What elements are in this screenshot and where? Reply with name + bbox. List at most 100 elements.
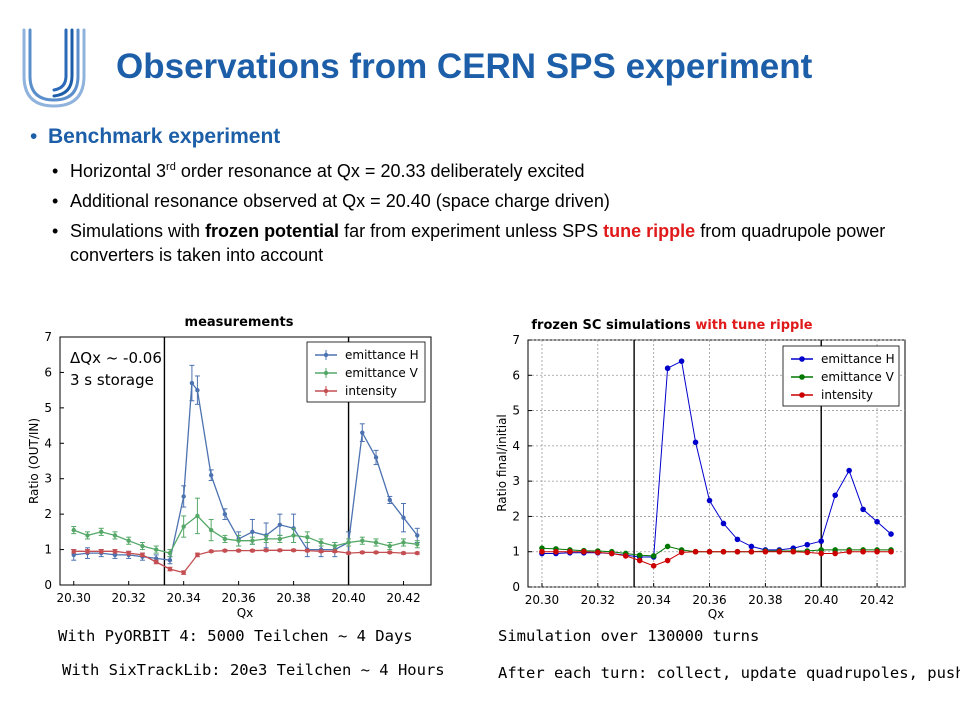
sub-bullet-additional: • Additional resonance observed at Qx = 2…	[52, 191, 610, 211]
data-point	[71, 527, 76, 533]
data-point	[360, 430, 365, 435]
data-point	[553, 548, 559, 555]
sub1-sup: rd	[166, 161, 176, 173]
data-point	[112, 552, 118, 558]
data-point	[189, 380, 195, 386]
y-tick-label: 1	[44, 543, 52, 557]
sub3-a: Simulations with	[70, 221, 206, 241]
sub3-c: far from experiment unless SPS	[339, 221, 604, 241]
x-axis-label: Qx	[708, 607, 725, 621]
data-point	[277, 548, 283, 553]
chart-title: measurements	[185, 315, 294, 330]
data-point	[387, 543, 392, 549]
data-point	[748, 543, 755, 550]
chart-title-a: frozen SC simulations	[531, 318, 695, 333]
data-point	[126, 550, 131, 556]
data-point	[263, 536, 269, 542]
note-turns: Simulation over 130000 turns	[498, 627, 760, 645]
data-point	[373, 455, 379, 460]
x-tick-label: 20.42	[386, 591, 420, 605]
data-point	[804, 541, 811, 548]
data-point	[567, 548, 573, 555]
data-point	[153, 547, 159, 552]
data-point	[277, 522, 283, 527]
y-tick-labels: 0 1 2 3 4 5 6 7	[512, 333, 520, 594]
x-tick-label: 20.34	[636, 593, 670, 607]
data-point	[818, 550, 825, 557]
simulation-chart: frozen SC simulations with tune ripple 2…	[495, 318, 906, 621]
note-after-each-turn: After each turn: collect, update quadrup…	[498, 664, 960, 682]
data-point	[236, 538, 241, 543]
data-point	[832, 492, 838, 499]
data-point	[346, 540, 351, 545]
y-tick-label: 5	[512, 404, 520, 418]
data-point	[650, 563, 657, 569]
sub-bullet-simulations: • Simulations with frozen potential far f…	[52, 221, 886, 265]
data-point	[664, 543, 671, 550]
data-point	[318, 540, 324, 545]
data-point	[360, 538, 365, 543]
data-point	[595, 549, 601, 556]
data-point	[126, 538, 131, 543]
data-point	[720, 548, 727, 555]
data-point	[846, 467, 852, 474]
data-point	[208, 527, 214, 533]
legend: emittance H emittance V intensity	[306, 341, 426, 403]
legend-label: intensity	[345, 384, 397, 398]
data-point	[874, 548, 880, 555]
data-point	[305, 548, 310, 553]
x-tick-label: 20.32	[581, 593, 615, 607]
data-point	[387, 497, 392, 503]
data-point	[720, 520, 727, 527]
data-point	[208, 549, 214, 554]
x-tick-label: 20.40	[804, 593, 838, 607]
data-point	[888, 548, 894, 555]
data-point	[706, 548, 713, 555]
data-point	[318, 549, 324, 554]
y-tick-label: 7	[512, 333, 520, 347]
x-tick-label: 20.36	[221, 591, 255, 605]
data-point	[236, 548, 241, 553]
data-point	[153, 559, 159, 565]
data-point	[790, 548, 797, 555]
y-axis-label: Ratio (OUT/IN)	[27, 418, 41, 504]
data-point	[539, 548, 545, 555]
series-intensity	[71, 548, 420, 575]
data-point	[71, 552, 76, 558]
data-point	[181, 524, 186, 529]
data-point	[195, 513, 200, 519]
measurements-chart: measurements 20.30 20.32 20.34 20.36 20.38 20…	[27, 315, 432, 620]
data-point	[85, 549, 90, 554]
data-point	[291, 533, 296, 538]
data-point	[181, 494, 186, 499]
sub-bullet-resonance: • Horizontal 3rd order resonance at Qx = …	[52, 161, 585, 181]
data-point	[195, 552, 200, 558]
sub3-e: from quadrupole power converters is take…	[70, 221, 886, 265]
data-point	[112, 533, 118, 538]
legend-marker	[799, 374, 805, 380]
data-point	[734, 536, 741, 543]
data-point	[692, 548, 699, 555]
sub2-text: Additional resonance observed at Qx = 20…	[70, 191, 610, 211]
y-tick-label: 0	[512, 580, 520, 594]
x-tick-label: 20.42	[860, 593, 894, 607]
x-tick-label: 20.38	[748, 593, 782, 607]
data-point	[401, 550, 406, 556]
data-point	[332, 543, 338, 549]
data-point	[664, 557, 671, 564]
slide-title: Observations from CERN SPS experiment	[116, 47, 813, 86]
legend-marker	[799, 392, 805, 398]
note-pyorbit: With PyORBIT 4: 5000 Teilchen ~ 4 Days	[58, 627, 413, 645]
x-tick-labels: 20.30 20.32 20.34 20.36 20.38 20.40 20.42	[525, 593, 894, 607]
y-tick-label: 2	[44, 507, 52, 521]
university-logo	[22, 28, 86, 108]
x-tick-label: 20.38	[276, 591, 310, 605]
data-point	[208, 472, 214, 478]
data-point	[167, 566, 173, 572]
sub3-frozen-potential: frozen potential	[205, 221, 340, 241]
data-point	[195, 387, 200, 393]
x-tick-labels: 20.30 20.32 20.34 20.36 20.38 20.40 20.42	[57, 591, 421, 605]
data-point	[818, 538, 825, 544]
legend-label: emittance H	[821, 352, 895, 366]
y-tick-label: 3	[512, 474, 520, 488]
